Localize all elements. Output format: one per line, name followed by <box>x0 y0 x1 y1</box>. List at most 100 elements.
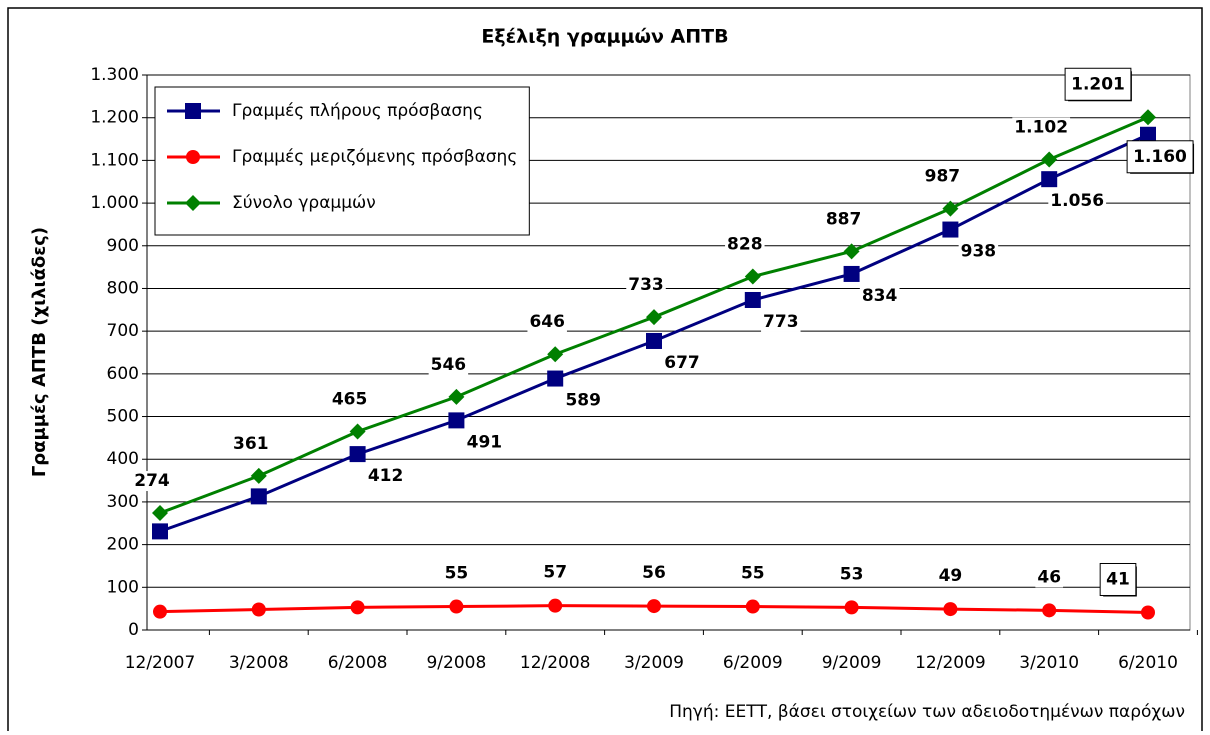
y-tick-label: 0 <box>128 620 139 640</box>
data-label: 491 <box>467 432 503 452</box>
label-bg <box>365 466 406 487</box>
marker <box>349 446 366 463</box>
marker <box>153 604 167 619</box>
x-tick-label: 3/2010 <box>1019 653 1079 673</box>
label-bg <box>428 354 469 375</box>
y-tick-label: 600 <box>107 364 139 384</box>
label-box <box>1099 562 1137 596</box>
legend-label: Γραμμές πλήρους πρόσβασης <box>232 101 483 121</box>
label-box <box>1126 140 1194 174</box>
data-label: 1.160 <box>1133 147 1187 167</box>
marker <box>185 103 201 119</box>
data-label: 57 <box>543 563 567 583</box>
data-label: 274 <box>134 471 170 491</box>
marker <box>646 332 662 349</box>
marker <box>448 388 465 405</box>
label-bg <box>823 209 864 230</box>
y-tick-label: 100 <box>107 577 139 597</box>
x-tick-label: 6/2008 <box>328 653 388 673</box>
marker <box>1140 126 1156 143</box>
label-bg <box>640 563 668 584</box>
label-bg <box>231 433 271 454</box>
data-label: 677 <box>664 353 700 373</box>
label-bg <box>132 471 172 492</box>
marker <box>449 599 464 614</box>
x-tick-label: 6/2009 <box>723 653 783 673</box>
source-note: Πηγή: ΕΕΤΤ, βάσει στοιχείων των αδειοδοτ… <box>669 702 1185 722</box>
marker <box>152 523 168 540</box>
marker <box>1042 603 1057 618</box>
label-bg <box>442 563 471 584</box>
marker <box>943 602 958 617</box>
label-bg <box>725 234 765 255</box>
label-bg <box>922 166 963 187</box>
marker <box>349 423 366 440</box>
label-bg <box>738 563 767 584</box>
x-tick-label: 6/2010 <box>1118 653 1178 673</box>
y-tick-label: 900 <box>107 236 139 256</box>
y-tick-label: 1.200 <box>90 108 139 128</box>
data-label: 55 <box>741 564 765 584</box>
data-label: 834 <box>862 286 898 306</box>
marker <box>548 598 563 613</box>
legend-label: Γραμμές μεριζόμενης πρόσβασης <box>232 147 517 167</box>
marker <box>844 600 859 615</box>
marker <box>547 370 564 387</box>
label-bg <box>527 312 567 333</box>
data-label: 546 <box>431 355 467 375</box>
data-label: 828 <box>727 235 763 255</box>
y-tick-label: 300 <box>107 492 139 512</box>
marker <box>350 600 365 615</box>
y-tick-label: 800 <box>107 278 139 298</box>
marker <box>1140 109 1156 126</box>
marker <box>942 221 959 238</box>
data-label: 361 <box>233 434 269 454</box>
label-bg <box>464 432 505 453</box>
marker <box>152 505 168 522</box>
label-bg <box>563 390 603 411</box>
data-label: 55 <box>445 564 469 584</box>
data-label: 987 <box>925 167 961 187</box>
x-tick-label: 3/2009 <box>624 653 684 673</box>
data-label: 53 <box>840 564 864 584</box>
x-tick-label: 9/2009 <box>822 653 882 673</box>
label-bg <box>859 285 900 306</box>
x-tick-label: 9/2008 <box>426 653 486 673</box>
y-tick-label: 1.000 <box>90 193 139 213</box>
marker <box>448 412 465 429</box>
label-bg <box>329 389 370 410</box>
x-tick-label: 12/2008 <box>520 653 591 673</box>
marker <box>250 467 267 484</box>
marker <box>744 291 761 308</box>
x-tick-label: 12/2007 <box>125 653 196 673</box>
label-bg <box>626 275 666 296</box>
y-tick-label: 1.100 <box>90 150 139 170</box>
chart-title: Εξέλιξη γραμμών ΑΠΤΒ <box>481 26 728 48</box>
marker <box>942 200 959 217</box>
marker <box>744 268 761 285</box>
data-label: 1.056 <box>1050 191 1104 211</box>
x-tick-label: 12/2009 <box>915 653 986 673</box>
marker <box>251 602 266 617</box>
label-bg <box>837 564 866 585</box>
data-label: 412 <box>368 466 404 486</box>
y-tick-label: 700 <box>107 321 139 341</box>
label-bg <box>662 352 702 373</box>
data-label: 938 <box>961 242 997 262</box>
marker <box>647 599 661 614</box>
data-label: 589 <box>565 391 601 411</box>
legend-label: Σύνολο γραμμών <box>232 193 376 213</box>
data-label: 887 <box>826 209 862 229</box>
data-label: 41 <box>1106 569 1130 589</box>
label-bg <box>1035 567 1064 588</box>
label-bg <box>541 562 570 583</box>
marker <box>1141 605 1155 620</box>
marker <box>186 150 200 164</box>
label-bg <box>936 566 965 587</box>
marker <box>646 309 662 326</box>
legend: Γραμμές πλήρους πρόσβασης Γραμμές μεριζόμ… <box>154 86 530 236</box>
label-bg <box>761 311 801 332</box>
data-label: 56 <box>642 563 666 583</box>
data-label: 1.201 <box>1071 74 1125 94</box>
